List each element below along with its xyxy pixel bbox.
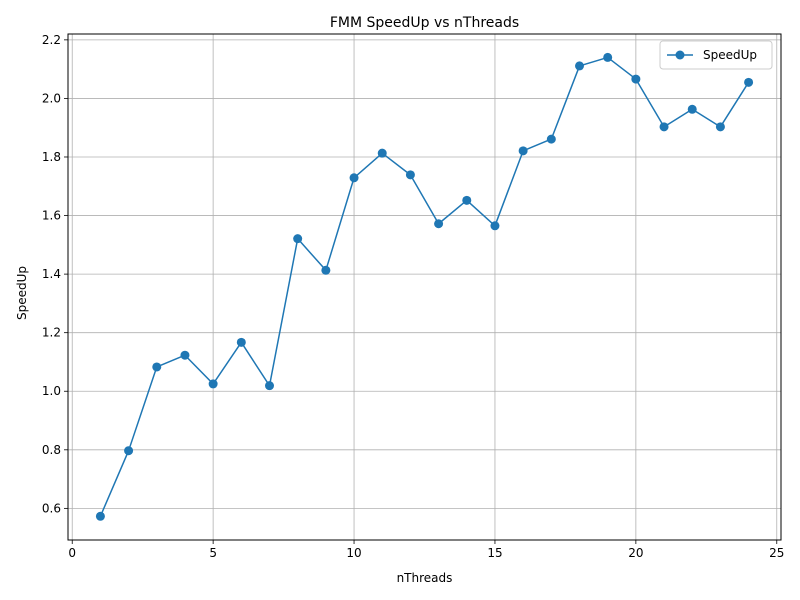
data-point: [490, 221, 500, 231]
x-tick-label: 0: [68, 546, 76, 560]
x-tick-label: 20: [628, 546, 643, 560]
y-tick-label: 0.8: [42, 443, 61, 457]
series-marker-layer: [95, 52, 754, 521]
data-point: [434, 219, 444, 229]
grid: [68, 34, 781, 540]
data-point: [236, 337, 246, 347]
data-point: [546, 134, 556, 144]
y-tick-label: 1.2: [42, 326, 61, 340]
data-point: [631, 74, 641, 84]
data-point: [95, 511, 105, 521]
x-tick-label: 10: [346, 546, 361, 560]
legend-label-speedup: SpeedUp: [703, 48, 757, 62]
plot-frame: [67, 33, 782, 541]
y-tick-label: 1.0: [42, 384, 61, 398]
data-point: [377, 148, 387, 158]
data-point: [659, 122, 669, 132]
series-line-speedup: [99, 56, 750, 517]
y-tick-label: 2.2: [42, 33, 61, 47]
series-line-layer: [99, 56, 750, 517]
legend: SpeedUp: [659, 40, 773, 70]
data-point: [124, 446, 134, 456]
y-axis-label: SpeedUp: [15, 266, 29, 320]
data-point: [265, 381, 274, 391]
chart-title: FMM SpeedUp vs nThreads: [330, 15, 519, 31]
data-point: [715, 122, 725, 132]
data-point: [405, 170, 415, 180]
data-point: [744, 77, 754, 87]
x-tick-label: 5: [209, 546, 217, 560]
data-point: [462, 195, 472, 205]
data-point: [603, 52, 613, 62]
y-axis-ticks: 0.6 0.8 1.0 1.2 1.4 1.6 1.8 2.0 2.2: [42, 33, 68, 515]
legend-box: [659, 40, 773, 70]
data-point: [208, 379, 218, 389]
data-point: [575, 61, 584, 71]
y-tick-label: 0.6: [42, 501, 61, 515]
y-tick-label: 1.4: [42, 267, 61, 281]
x-axis-ticks: 0 5 10 15 20 25: [68, 540, 784, 560]
data-point: [293, 234, 303, 244]
x-tick-label: 25: [769, 546, 784, 560]
data-point: [518, 146, 528, 156]
data-point: [180, 350, 190, 360]
data-point: [349, 173, 359, 183]
data-point: [152, 362, 162, 372]
x-axis-label: nThreads: [397, 571, 453, 585]
y-tick-label: 2.0: [42, 91, 61, 105]
data-point: [687, 104, 697, 114]
legend-marker-swatch: [675, 50, 685, 60]
x-tick-label: 15: [487, 546, 502, 560]
y-tick-label: 1.8: [42, 150, 61, 164]
data-point: [321, 265, 331, 275]
y-tick-label: 1.6: [42, 209, 61, 223]
